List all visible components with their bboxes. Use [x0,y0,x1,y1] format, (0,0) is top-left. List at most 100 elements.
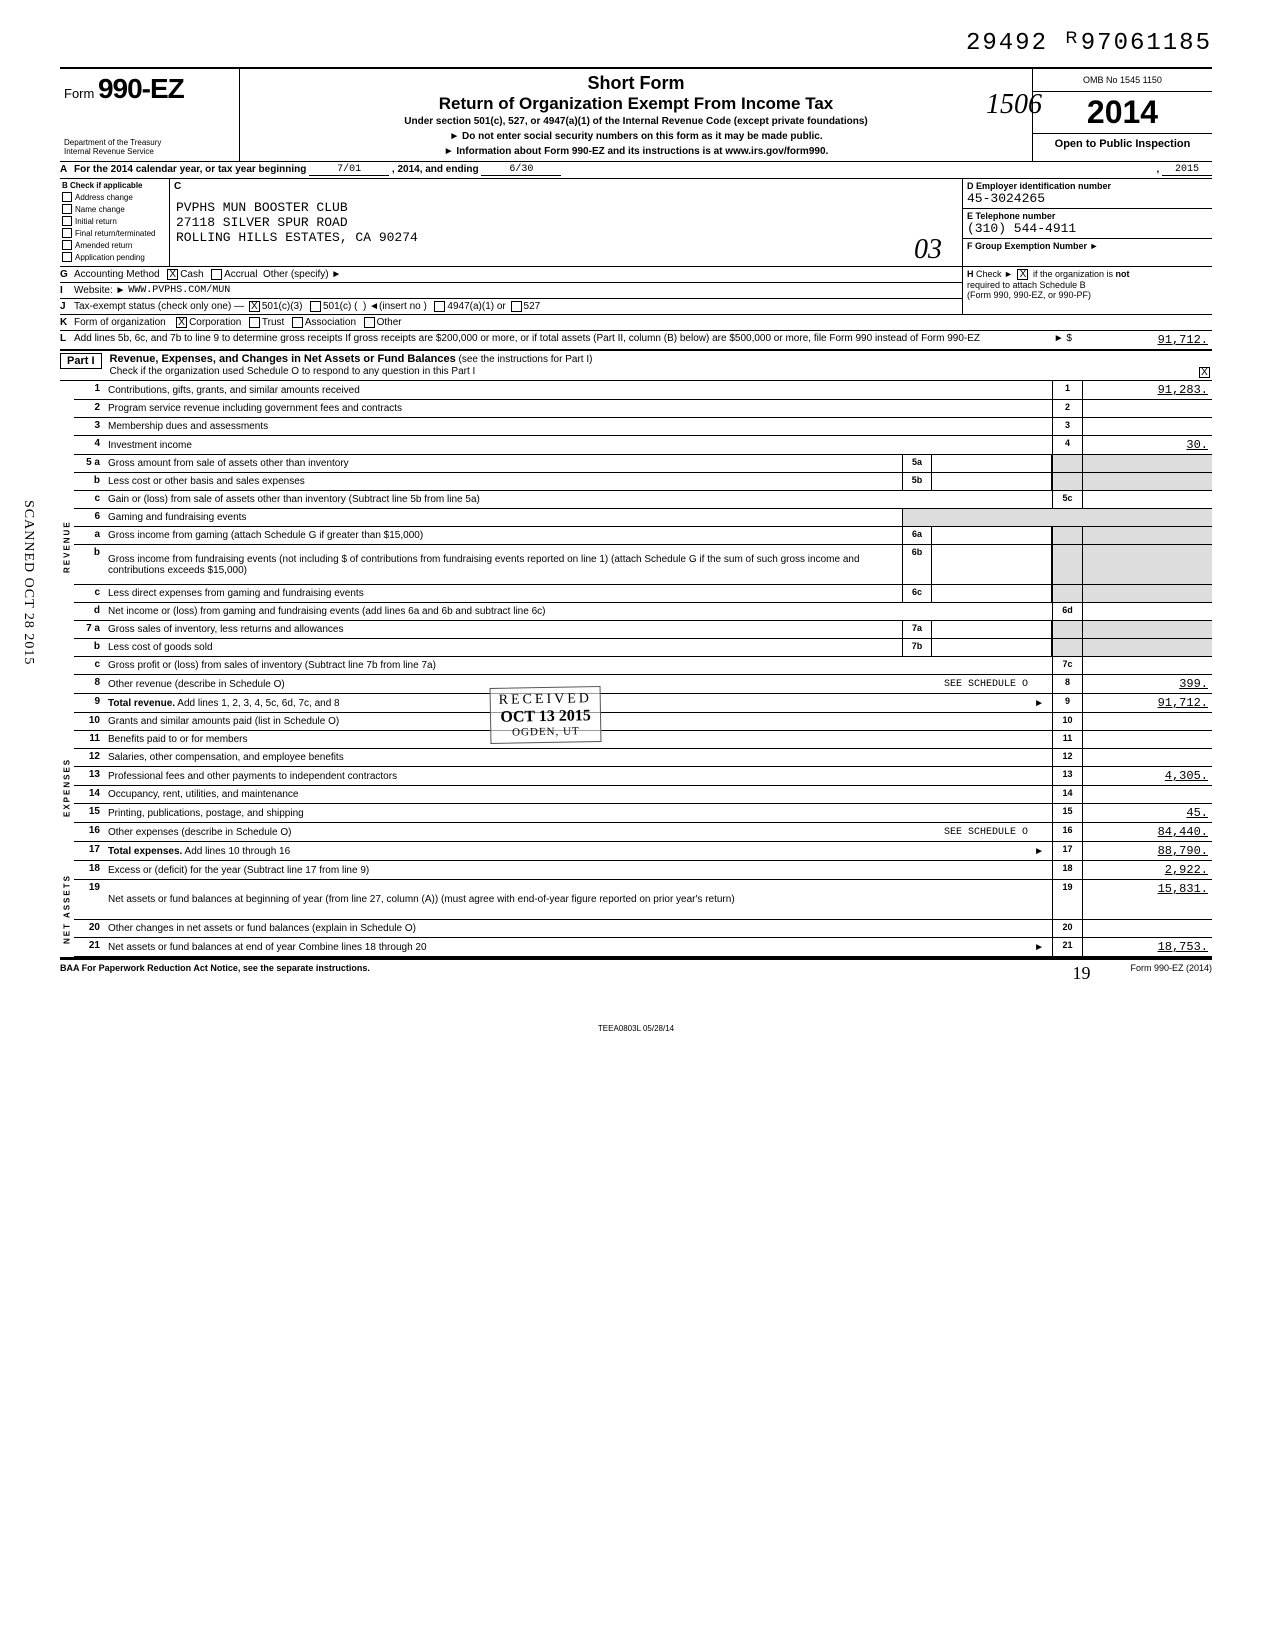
header-left: Form 990-EZ Department of the Treasury I… [60,69,240,161]
right-value: 15,831. [1082,880,1212,919]
line-number: 15 [74,804,104,822]
h-text2: if the organization is [1033,269,1113,279]
line-description: Investment income [104,436,1052,454]
checkbox-initial-return[interactable]: Initial return [62,216,167,226]
block-bcdef: B Check if applicable Address change Nam… [60,179,1212,267]
label-501c: 501(c) ( [323,301,357,312]
form-line: 3Membership dues and assessments3 [74,418,1212,436]
mid-value [932,527,1052,544]
line-description: Net assets or fund balances at beginning… [104,880,1052,919]
row-l: L Add lines 5b, 6c, and 7b to line 9 to … [60,331,1212,351]
right-line-number: 19 [1052,880,1082,919]
right-line-number: 11 [1052,731,1082,748]
right-line-number: 5c [1052,491,1082,508]
right-value [1082,418,1212,435]
tax-year-end: 6/30 [481,164,561,176]
form-line: 10Grants and similar amounts paid (list … [74,713,1212,731]
line-description: Gross amount from sale of assets other t… [104,455,902,472]
right-value-shaded [1082,639,1212,656]
checkbox-association[interactable] [292,317,303,328]
checkbox-501c[interactable] [310,301,321,312]
right-value [1082,713,1212,730]
form-line: 16Other expenses (describe in Schedule O… [74,823,1212,842]
line-description: Salaries, other compensation, and employ… [104,749,1052,766]
checkbox-amended[interactable]: Amended return [62,240,167,250]
form-number-big: 990-EZ [98,73,184,104]
line-description: Membership dues and assessments [104,418,1052,435]
ssn-note: ► Do not enter social security numbers o… [248,131,1024,142]
line-number: 5 a [74,455,104,472]
subtitle: Under section 501(c), 527, or 4947(a)(1)… [248,116,1024,127]
form-line: 8Other revenue (describe in Schedule O) … [74,675,1212,694]
label-i: I [60,285,74,296]
label-phone: E Telephone number [967,211,1208,221]
line-number: 6 [74,509,104,526]
form-line: 19Net assets or fund balances at beginni… [74,880,1212,920]
right-line-number: 2 [1052,400,1082,417]
side-label-revenue: REVENUE [60,381,74,713]
checkbox-4947[interactable] [434,301,445,312]
label-cash: Cash [180,269,203,280]
checkbox-527[interactable] [511,301,522,312]
footer-code: TEEA0803L 05/28/14 [60,1024,1212,1033]
tax-exempt-label: Tax-exempt status (check only one) — [74,301,244,312]
right-value: 2,922. [1082,861,1212,879]
checkbox-cash[interactable]: X [167,269,178,280]
form-header: Form 990-EZ Department of the Treasury I… [60,67,1212,162]
label-501c3: 501(c)(3) [262,301,303,312]
line-description: Less direct expenses from gaming and fun… [104,585,902,602]
right-line-number: 4 [1052,436,1082,454]
right-value: 399. [1082,675,1212,693]
line-description: Contributions, gifts, grants, and simila… [104,381,1052,399]
mid-value [932,455,1052,472]
checkbox-other-org[interactable] [364,317,375,328]
label-group-exemption: F Group Exemption Number ► [967,241,1208,251]
line-number: 10 [74,713,104,730]
stamp-received: RECEIVED [499,691,592,709]
right-line-number: 15 [1052,804,1082,822]
row-a-tax-year: A For the 2014 calendar year, or tax yea… [60,162,1212,179]
label-k: K [60,317,74,328]
form-line: dNet income or (loss) from gaming and fu… [74,603,1212,621]
org-name: PVPHS MUN BOOSTER CLUB [176,200,956,215]
line-number: c [74,491,104,508]
checkbox-pending[interactable]: Application pending [62,252,167,262]
website-value: WWW.PVPHS.COM/MUN [128,285,230,296]
dept-line2: Internal Revenue Service [64,148,235,157]
mid-line-number: 7a [902,621,932,638]
checkbox-final-return[interactable]: Final return/terminated [62,228,167,238]
right-line-number: 9 [1052,694,1082,712]
expenses-section: EXPENSES 10Grants and similar amounts pa… [60,713,1212,861]
right-value-shaded [1082,473,1212,490]
checkbox-name-change[interactable]: Name change [62,204,167,214]
checkbox-corporation[interactable]: X [176,317,187,328]
form-line: 2Program service revenue including gover… [74,400,1212,418]
mid-line-number: 5b [902,473,932,490]
omb-number: OMB No 1545 1150 [1033,69,1212,92]
checkbox-h[interactable]: X [1017,269,1028,280]
line-description: Gross income from gaming (attach Schedul… [104,527,902,544]
cell-d: D Employer identification number 45-3024… [963,179,1212,209]
checkbox-501c3[interactable]: X [249,301,260,312]
checkbox-trust[interactable] [249,317,260,328]
line-description: Gain or (loss) from sale of assets other… [104,491,1052,508]
line-description: Gross sales of inventory, less returns a… [104,621,902,638]
form-line: 7 aGross sales of inventory, less return… [74,621,1212,639]
side-label-net-assets: NET ASSETS [60,861,74,957]
form-line: 20Other changes in net assets or fund ba… [74,920,1212,938]
right-value: 18,753. [1082,938,1212,956]
checkbox-schedule-o[interactable]: X [1199,367,1210,378]
info-url: ► Information about Form 990-EZ and its … [248,146,1024,157]
form-line: cLess direct expenses from gaming and fu… [74,585,1212,603]
line-number: a [74,527,104,544]
checkbox-address-change[interactable]: Address change [62,192,167,202]
line-description: Excess or (deficit) for the year (Subtra… [104,861,1052,879]
checkbox-accrual[interactable] [211,269,222,280]
right-line-number: 6d [1052,603,1082,620]
h-not: not [1116,269,1130,279]
dept-treasury: Department of the Treasury Internal Reve… [64,139,235,157]
title-short-form: Short Form [248,73,1024,94]
form-line: cGross profit or (loss) from sales of in… [74,657,1212,675]
right-shaded-full [902,509,1212,526]
h-text4: (Form 990, 990-EZ, or 990-PF) [967,290,1091,300]
